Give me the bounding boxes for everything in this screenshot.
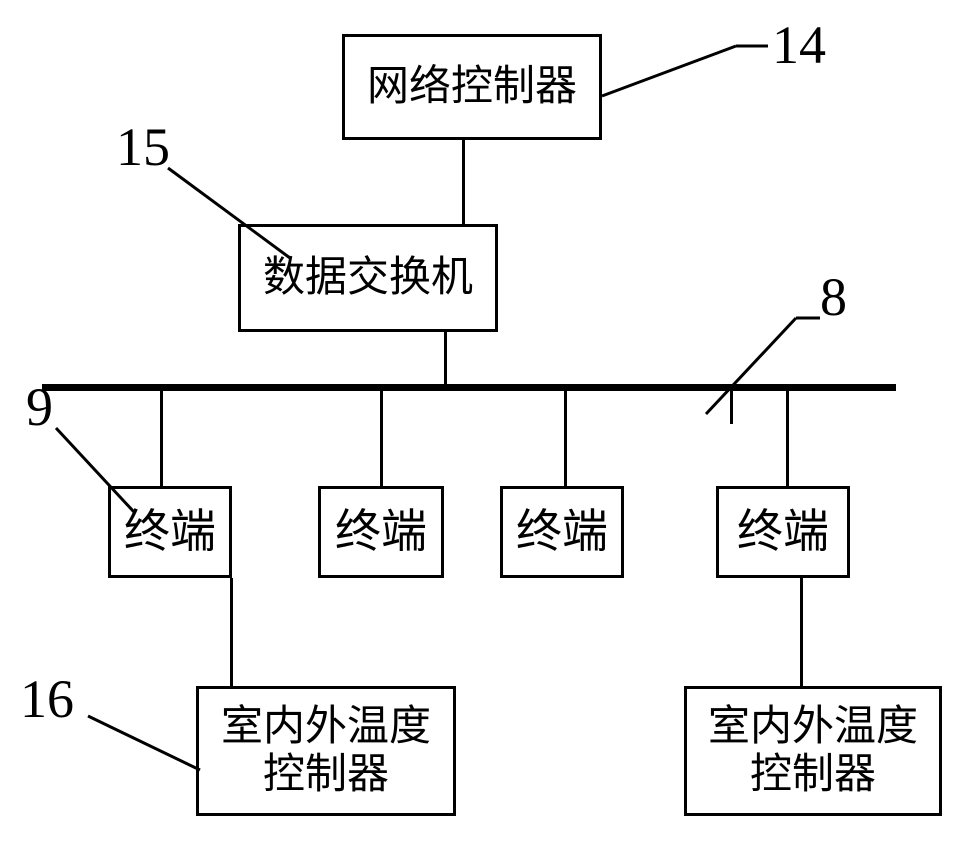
node-temp-controller-1: 室内外温度控制器 xyxy=(196,686,456,816)
edge-bus-term2 xyxy=(380,391,383,486)
node-terminal-4: 终端 xyxy=(716,486,850,578)
edge-bus-term3 xyxy=(564,391,567,486)
label-16: 16 xyxy=(20,668,74,730)
node-label: 室内外温度控制器 xyxy=(221,703,431,800)
label-15: 15 xyxy=(116,116,170,178)
node-terminal-2: 终端 xyxy=(318,486,444,578)
node-label: 室内外温度控制器 xyxy=(708,703,918,800)
node-terminal-1: 终端 xyxy=(108,486,232,578)
label-14: 14 xyxy=(772,14,826,76)
node-temp-controller-2: 室内外温度控制器 xyxy=(684,686,942,816)
node-label: 终端 xyxy=(516,506,608,559)
edge-nc-ds xyxy=(462,140,465,224)
node-network-controller: 网络控制器 xyxy=(342,34,602,140)
edge-bus-term4 xyxy=(786,391,789,486)
label-9: 9 xyxy=(26,376,53,438)
edge-bus-term1 xyxy=(160,391,163,486)
edge-term1-ctrl1 xyxy=(230,578,233,686)
bus-line xyxy=(42,384,896,391)
node-label: 网络控制器 xyxy=(367,63,577,111)
label-8: 8 xyxy=(820,266,847,328)
diagram-canvas: 网络控制器 数据交换机 终端 终端 终端 终端 室内外温度控制器 室内外温度控制… xyxy=(0,0,967,864)
edge-switch-bus xyxy=(444,332,447,384)
node-label: 终端 xyxy=(335,506,427,559)
node-data-switch: 数据交换机 xyxy=(238,224,498,332)
node-label: 终端 xyxy=(124,506,216,559)
edge-bus-stub xyxy=(730,391,733,424)
node-label: 数据交换机 xyxy=(263,254,473,302)
node-terminal-3: 终端 xyxy=(500,486,624,578)
edge-term4-ctrl2 xyxy=(800,578,803,686)
node-label: 终端 xyxy=(737,506,829,559)
